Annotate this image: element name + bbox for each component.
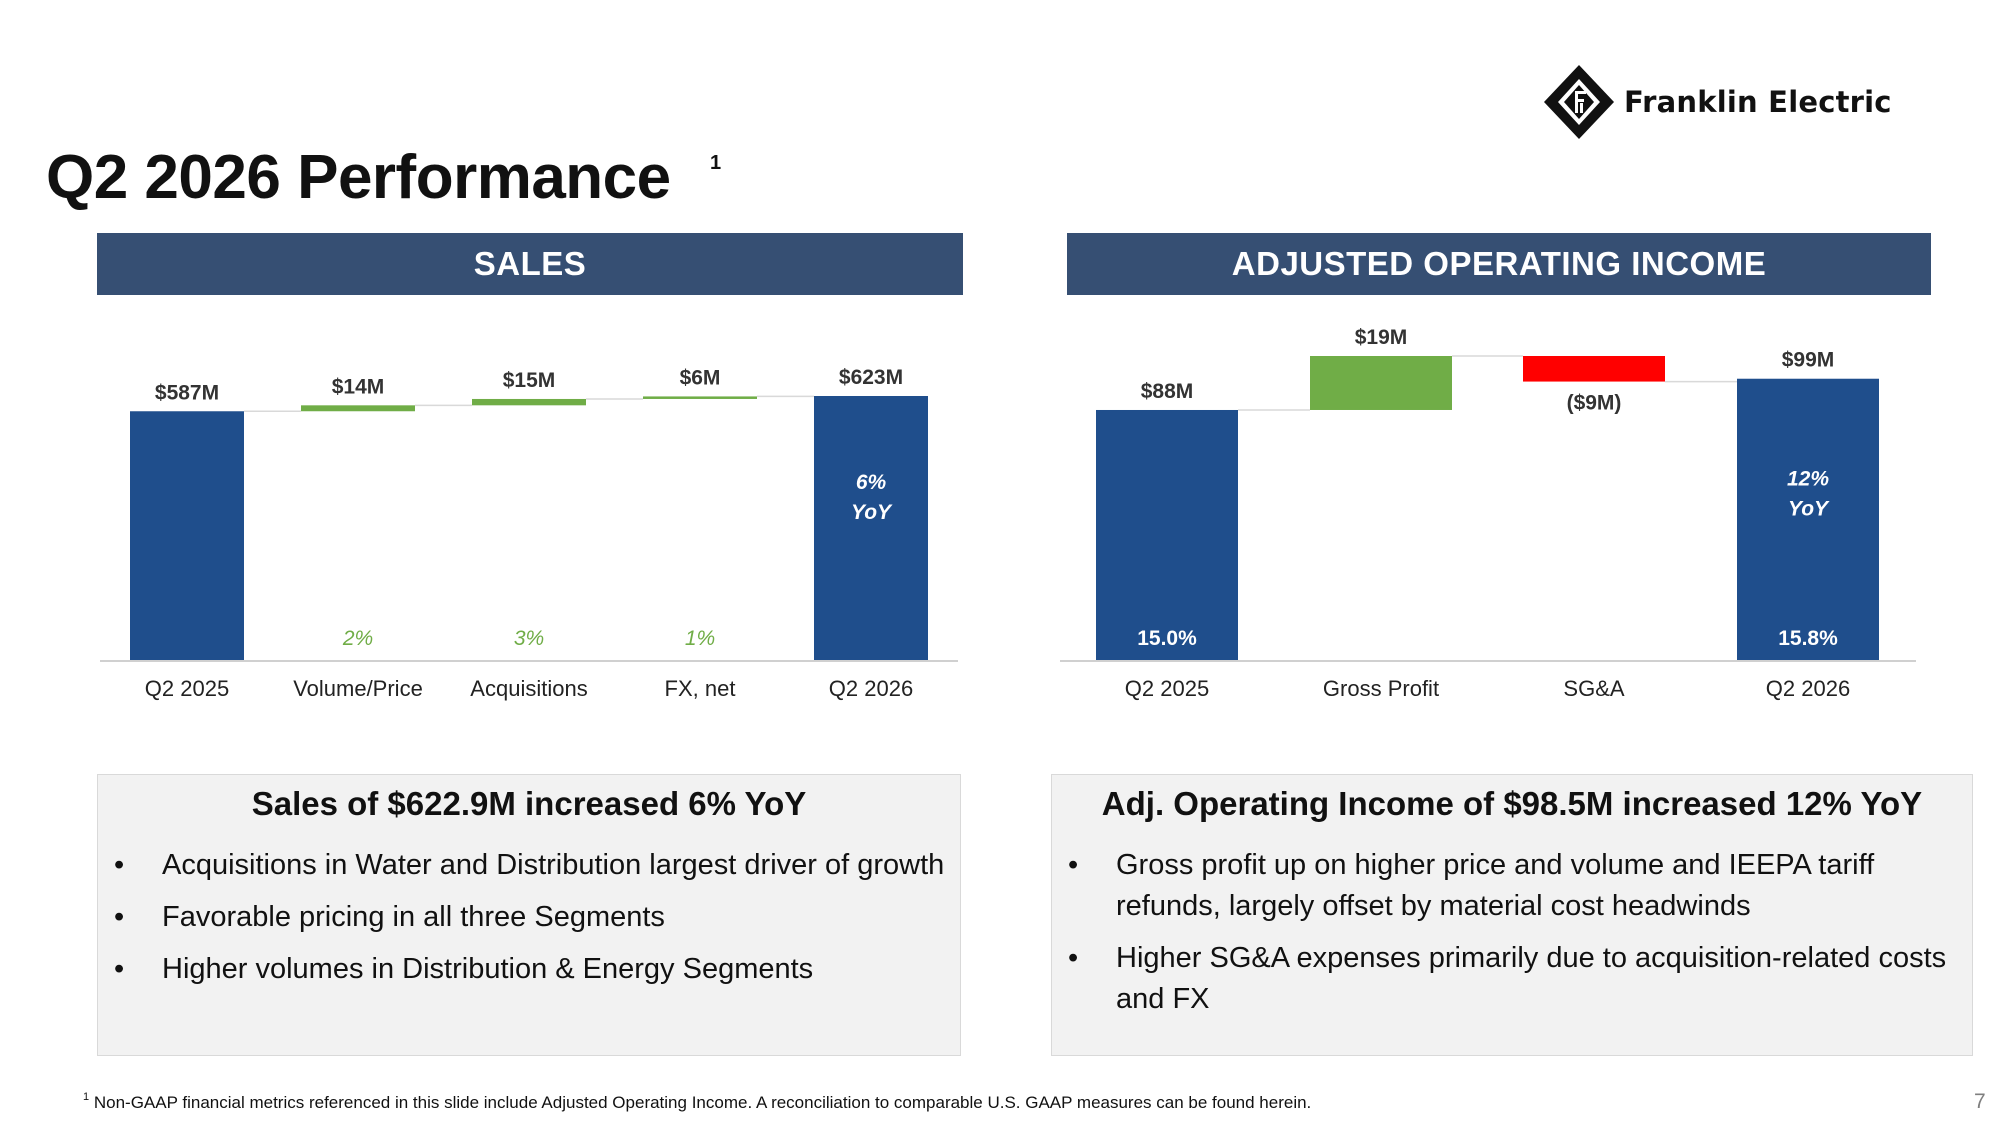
sales-summary-title: Sales of $622.9M increased 6% YoY	[251, 785, 807, 822]
sales-bar	[643, 396, 757, 399]
sales-value-label: $15M	[503, 369, 556, 392]
aoi-value-label: $88M	[1141, 380, 1194, 403]
sales-value-label: $623M	[839, 366, 903, 389]
bullet-dot: •	[114, 953, 125, 985]
aoi-category-label: SG&A	[1563, 676, 1624, 701]
list-item: • Acquisitions in Water and Distribution …	[98, 845, 960, 886]
aoi-margin-label: 15.0%	[1137, 627, 1197, 650]
sales-value-label: $587M	[155, 381, 219, 404]
list-item: • Higher volumes in Distribution & Energy…	[98, 949, 960, 990]
title-footnote-marker: 1	[710, 152, 722, 174]
sales-pct-label: 1%	[685, 627, 715, 650]
aoi-category-label: Q2 2025	[1125, 676, 1209, 701]
sales-bar	[130, 411, 244, 660]
aoi-value-label: $19M	[1355, 326, 1408, 349]
bullet-dot: •	[1068, 942, 1079, 974]
bullet-dot: •	[114, 901, 125, 933]
sales-category-label: Acquisitions	[470, 676, 587, 701]
sales-bar	[472, 398, 586, 406]
sales-pct-label: 3%	[514, 627, 544, 650]
aoi-value-label: $99M	[1782, 349, 1835, 372]
aoi-summary-title: Adj. Operating Income of $98.5M increase…	[1101, 785, 1923, 822]
waterfall-charts: $587M Q2 2025 $14M Volume/Price 2% $15M Acquis…	[100, 326, 1916, 701]
franklin-diamond-icon	[1544, 65, 1614, 139]
aoi-bar	[1310, 356, 1452, 410]
sales-bar	[301, 405, 415, 412]
sales-yoy-label: YoY	[851, 501, 893, 524]
aoi-category-label: Gross Profit	[1323, 676, 1439, 701]
sales-yoy-pct-label: 6%	[856, 471, 887, 494]
page-number: 7	[1974, 1090, 1986, 1113]
bullet-dot: •	[1068, 849, 1079, 881]
aoi-margin-label: 15.8%	[1778, 627, 1838, 650]
list-item: • Gross profit up on higher price and vol…	[1052, 845, 1972, 927]
list-item: • Higher SG&A expenses primarily due to a…	[1052, 938, 1972, 1020]
aoi-yoy-label: YoY	[1788, 498, 1830, 521]
sales-value-label: $6M	[680, 366, 721, 389]
sales-header: SALES	[97, 233, 963, 295]
footnote-marker: 1	[83, 1091, 90, 1103]
aoi-yoy-pct-label: 12%	[1787, 468, 1829, 491]
sales-category-label: FX, net	[665, 676, 736, 701]
sales-bullet-list: • Acquisitions in Water and Distribution …	[98, 845, 960, 990]
sales-bar	[814, 396, 928, 660]
bullet-dot: •	[114, 849, 125, 881]
aoi-bar	[1523, 356, 1665, 382]
aoi-summary-box: Adj. Operating Income of $98.5M increase…	[1051, 774, 1973, 1056]
aoi-header: ADJUSTED OPERATING INCOME	[1067, 233, 1931, 295]
aoi-bar	[1737, 378, 1879, 660]
aoi-bar	[1096, 409, 1238, 660]
brand-name: Franklin Electric	[1624, 85, 1892, 119]
sales-pct-label: 2%	[342, 627, 373, 650]
aoi-category-label: Q2 2026	[1766, 676, 1850, 701]
sales-summary-box: Sales of $622.9M increased 6% YoY • Acqui…	[97, 774, 961, 1056]
footnote: 1 Non-GAAP financial metrics referenced …	[83, 1091, 1312, 1113]
sales-category-label: Q2 2026	[829, 676, 913, 701]
aoi-value-label: ($9M)	[1567, 392, 1622, 415]
list-item: • Favorable pricing in all three Segments	[98, 897, 960, 938]
sales-category-label: Volume/Price	[293, 676, 423, 701]
franklin-electric-logo: Franklin Electric	[1542, 62, 1942, 142]
page-title: Q2 2026 Performance	[46, 143, 671, 212]
footnote-text: Non-GAAP financial metrics referenced in…	[93, 1093, 1312, 1112]
sales-category-label: Q2 2025	[145, 676, 229, 701]
sales-value-label: $14M	[332, 375, 385, 398]
aoi-bullet-list: • Gross profit up on higher price and vol…	[1052, 845, 1972, 1020]
